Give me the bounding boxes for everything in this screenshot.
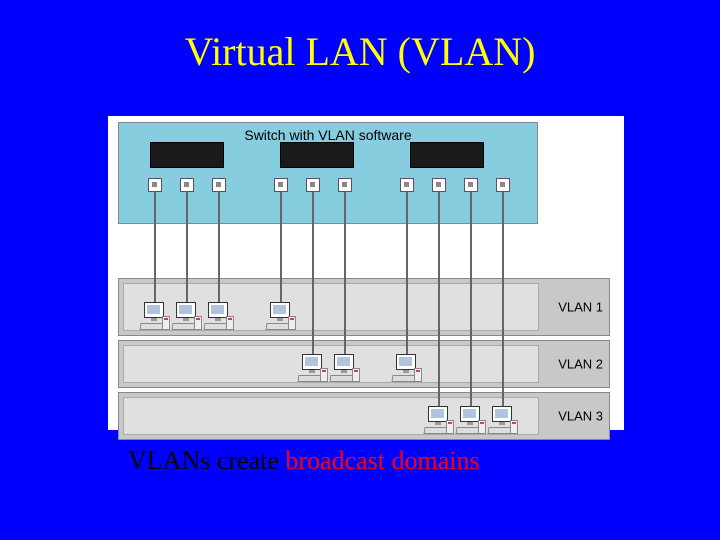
switch-port [496,178,510,192]
computer-icon [456,406,486,436]
computer-icon [330,354,360,384]
computer-icon [488,406,518,436]
switch-port [212,178,226,192]
computer-icon [140,302,170,332]
switch-module [410,142,484,168]
vlan-diagram: Switch with VLAN software VLAN 1 VLAN 2 VL… [108,116,624,430]
switch-port [464,178,478,192]
switch-port [338,178,352,192]
switch-label: Switch with VLAN software [244,127,411,143]
cable [312,192,314,354]
switch-module [150,142,224,168]
vlan-label: VLAN 2 [558,357,603,372]
cable [280,192,282,302]
cable [344,192,346,354]
vlan-label: VLAN 3 [558,409,603,424]
cable [470,192,472,406]
page-title: Virtual LAN (VLAN) [0,0,720,75]
computer-icon [392,354,422,384]
cable [502,192,504,406]
switch-port [432,178,446,192]
computer-icon [298,354,328,384]
switch-port [274,178,288,192]
vlan-band: VLAN 2 [118,340,610,388]
caption: VLANs create broadcast domains [128,446,480,476]
switch-port [148,178,162,192]
switch-port [400,178,414,192]
computer-icon [424,406,454,436]
caption-highlight: broadcast domains [285,446,479,475]
caption-pre: VLANs create [128,446,285,475]
vlan-label: VLAN 1 [558,300,603,315]
cable [218,192,220,302]
computer-icon [204,302,234,332]
cable [438,192,440,406]
switch-port [180,178,194,192]
vlan-band: VLAN 3 [118,392,610,440]
computer-icon [172,302,202,332]
cable [154,192,156,302]
switch-box: Switch with VLAN software [118,122,538,224]
switch-module [280,142,354,168]
switch-port [306,178,320,192]
computer-icon [266,302,296,332]
cable [186,192,188,302]
cable [406,192,408,354]
